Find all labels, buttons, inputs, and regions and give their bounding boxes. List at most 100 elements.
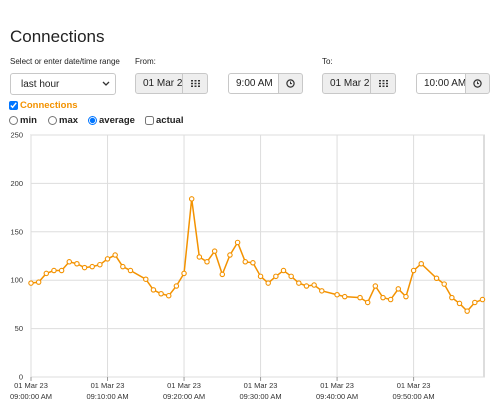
- data-point: [418, 260, 425, 267]
- aggregation-option-label: max: [59, 115, 79, 126]
- data-point: [296, 280, 302, 286]
- data-point: [395, 286, 402, 292]
- data-point: [257, 273, 264, 280]
- aggregation-option-input[interactable]: [88, 116, 97, 125]
- x-tick-label: 01 Mar 23: [91, 381, 125, 390]
- data-point: [104, 256, 111, 262]
- to-clock-button[interactable]: [465, 73, 490, 94]
- data-point: [387, 296, 394, 303]
- x-tick-label: 09:30:00 AM: [239, 392, 281, 401]
- x-tick-label: 01 Mar 23: [167, 381, 201, 390]
- aggregation-option-label: min: [20, 115, 37, 126]
- x-tick-label: 09:20:00 AM: [163, 392, 205, 401]
- data-point: [242, 259, 249, 265]
- data-point: [173, 283, 180, 289]
- from-clock-button[interactable]: [278, 73, 303, 94]
- data-point: [188, 196, 195, 202]
- y-tick-label: 0: [19, 373, 23, 382]
- data-point: [35, 279, 42, 285]
- series-label: Connections: [20, 100, 78, 111]
- data-point: [112, 252, 118, 258]
- aggregation-option[interactable]: min: [9, 115, 37, 126]
- actual-toggle[interactable]: actual: [145, 115, 183, 126]
- data-point: [97, 261, 103, 268]
- to-label: To:: [322, 57, 333, 66]
- dropdown-arrow: [102, 81, 110, 86]
- aggregation-option-input[interactable]: [9, 116, 18, 125]
- y-tick-label: 150: [10, 227, 23, 236]
- data-point: [158, 291, 164, 297]
- x-tick-label: 09:50:00 AM: [393, 392, 435, 401]
- from-date[interactable]: 01 Mar 2: [135, 73, 183, 94]
- data-point: [288, 273, 294, 280]
- series-checkbox[interactable]: [9, 101, 18, 110]
- data-point: [364, 299, 371, 306]
- actual-toggle-input[interactable]: [145, 116, 154, 125]
- data-point: [464, 308, 470, 314]
- y-tick-label: 100: [10, 276, 23, 285]
- data-point: [334, 291, 340, 298]
- data-point: [66, 259, 73, 265]
- data-point: [143, 276, 149, 282]
- data-point: [433, 275, 440, 282]
- x-tick-label: 01 Mar 23: [397, 381, 431, 390]
- data-point: [127, 267, 134, 274]
- from-calendar-button[interactable]: [182, 73, 208, 94]
- data-point: [196, 254, 203, 260]
- data-point: [479, 296, 486, 303]
- data-point: [150, 287, 157, 293]
- data-point: [380, 294, 386, 301]
- x-tick-label: 01 Mar 23: [244, 381, 278, 390]
- from-time-text: 9:00 AM: [236, 78, 273, 89]
- to-time-text: 10:00 AM: [424, 78, 466, 89]
- data-point: [51, 267, 57, 274]
- from-date-text: 01 Mar 2: [143, 78, 183, 89]
- data-point: [303, 283, 310, 289]
- data-point: [273, 273, 279, 280]
- plot-area: [30, 134, 485, 378]
- y-tick-label: 200: [10, 179, 23, 188]
- data-point: [234, 239, 241, 246]
- from-time[interactable]: 9:00 AM: [228, 73, 279, 94]
- range-label: Select or enter date/time range: [10, 57, 120, 66]
- aggregation-option[interactable]: average: [88, 115, 135, 126]
- to-calendar-button[interactable]: [370, 73, 396, 94]
- x-tick-label: 09:10:00 AM: [86, 392, 128, 401]
- data-point: [311, 282, 317, 288]
- data-point: [441, 281, 447, 287]
- data-point: [265, 280, 271, 286]
- to-time[interactable]: 10:00 AM: [416, 73, 466, 94]
- data-point: [204, 259, 210, 265]
- data-point: [89, 263, 95, 270]
- aggregation-option[interactable]: max: [48, 115, 78, 126]
- x-tick-label: 01 Mar 23: [14, 381, 48, 390]
- data-point: [372, 283, 379, 289]
- aggregation-option-input[interactable]: [48, 116, 57, 125]
- data-point: [410, 267, 417, 274]
- data-point: [357, 294, 363, 301]
- data-point: [211, 248, 218, 254]
- data-point: [58, 267, 65, 274]
- aggregation-option-label: average: [99, 115, 135, 126]
- data-point: [74, 260, 80, 267]
- x-tick-label: 09:40:00 AM: [316, 392, 358, 401]
- data-point: [28, 280, 34, 286]
- data-point: [43, 270, 50, 277]
- data-point: [341, 293, 348, 300]
- data-point: [120, 263, 126, 270]
- data-point: [403, 293, 409, 300]
- page-title: Connections: [10, 27, 105, 46]
- actual-toggle-label: actual: [156, 115, 184, 126]
- data-point: [449, 294, 455, 301]
- to-date-text: 01 Mar 2: [330, 78, 370, 89]
- y-tick-label: 50: [15, 324, 23, 333]
- x-tick-label: 09:00:00 AM: [10, 392, 52, 401]
- series-toggle[interactable]: Connections: [9, 100, 78, 111]
- data-point: [181, 270, 187, 277]
- range-select[interactable]: last hour: [10, 73, 116, 95]
- data-point: [250, 260, 256, 266]
- series: [28, 196, 486, 314]
- to-date[interactable]: 01 Mar 2: [322, 73, 371, 94]
- data-point: [227, 252, 233, 258]
